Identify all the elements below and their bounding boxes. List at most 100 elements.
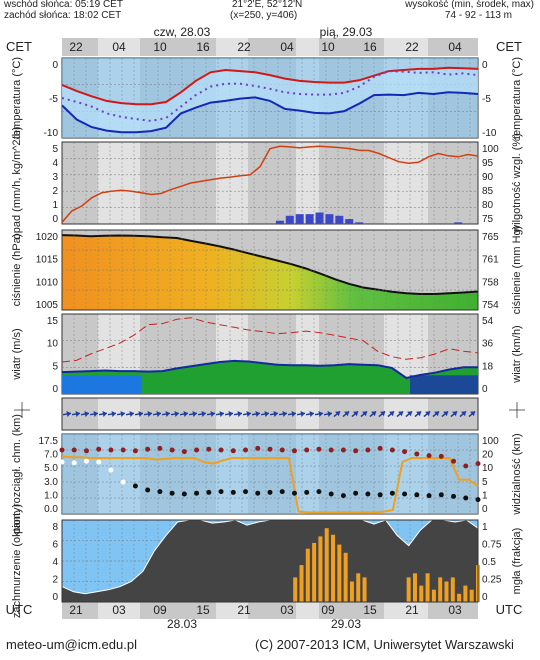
wind-arrow — [296, 411, 306, 417]
wind-speed-line — [61, 359, 478, 380]
top-axis-band — [98, 38, 140, 56]
fog-bar — [305, 548, 310, 602]
precip-bar — [275, 220, 284, 224]
right-tick-label: 18 — [482, 361, 494, 372]
coordinates-label: 21°2'E, 52°12'N — [232, 0, 303, 10]
wind-arrow — [179, 411, 189, 417]
right-tick-label: 10 — [482, 463, 494, 474]
precip-bar — [285, 215, 294, 224]
cloud-top-point — [194, 447, 200, 453]
wind-arrow-head — [425, 411, 431, 417]
right-tick-label: 758 — [482, 277, 499, 288]
wind-low-area — [62, 375, 142, 394]
wind-arrow — [305, 411, 315, 417]
fog-bar — [419, 585, 424, 602]
right-axis-title: wilgotność wzgl. (%) — [511, 133, 523, 234]
cloud-top-point — [328, 447, 334, 453]
left-tick-label: 0 — [52, 592, 58, 603]
left-tick-label: 1 — [52, 200, 58, 211]
right-tick-label: 36 — [482, 339, 494, 350]
sunrise-label: wschód słońca: 05:19 CET — [4, 0, 123, 10]
wind-arrow-head — [75, 411, 80, 417]
cloud-base-point — [475, 497, 481, 503]
left-tick-label: 8 — [52, 522, 58, 533]
wind-arrow-head — [452, 411, 458, 417]
cloud-top-point — [206, 446, 212, 452]
wind-arrow — [396, 410, 404, 418]
cloud-base-point — [120, 479, 126, 485]
pressure-line — [61, 234, 479, 295]
wind-arrow-head — [147, 411, 152, 417]
right-tick-label: 0 — [482, 384, 488, 395]
wind-arrow-head — [470, 411, 476, 417]
right-tick-label: 85 — [482, 186, 494, 197]
wind-arrow — [323, 411, 333, 417]
precip-bar — [454, 222, 463, 224]
left-tick-label: 15 — [47, 316, 59, 327]
cloud-top-point — [243, 447, 249, 453]
fog-bar — [312, 542, 317, 602]
left-utc-label: UTC — [6, 602, 33, 617]
wind-arrow — [260, 411, 270, 417]
fog-bar — [331, 534, 336, 602]
wind-arrow — [206, 411, 216, 417]
wind-arrow — [360, 410, 368, 418]
cloud-top-point — [291, 448, 297, 454]
left-tick-label: 2 — [52, 575, 58, 586]
precip-bar — [355, 222, 364, 224]
bottom-axis-band — [248, 601, 296, 619]
cloud-base-point — [389, 490, 395, 496]
right-tick-label: 754 — [482, 300, 499, 311]
wind-arrow — [89, 411, 99, 417]
left-tick-label: 6 — [52, 540, 58, 551]
cloud-top-point — [181, 449, 187, 455]
top-hour-label: 04 — [112, 40, 126, 54]
right-tick-label: 5 — [482, 477, 488, 488]
wind-arrow-head — [300, 411, 305, 417]
right-tick-label: 0.25 — [482, 575, 502, 586]
wind-arrow — [215, 411, 225, 417]
wind-arrow — [188, 411, 198, 417]
cloud-base-point — [255, 490, 261, 496]
cloud-base-point — [279, 489, 285, 495]
wind-arrow-head — [156, 411, 161, 417]
wind-arrow — [287, 411, 297, 417]
right-tick-label: -10 — [482, 128, 497, 139]
left-axis-title: pion. rozciągł. chm. (km) — [11, 414, 23, 534]
cloud-top-point — [463, 463, 469, 469]
cloud-top-point — [71, 447, 77, 453]
left-tick-label: 0 — [52, 214, 58, 225]
left-tick-label: 10 — [47, 339, 59, 350]
wind-arrow-head — [111, 411, 116, 417]
copyright-label: (C) 2007-2013 ICM, Uniwersytet Warszawsk… — [255, 637, 514, 652]
left-tick-label: 3 — [52, 172, 58, 183]
panel-frame — [61, 141, 479, 225]
wind-arrow — [314, 411, 324, 417]
top-axis-band — [384, 38, 428, 56]
wind-arrow — [351, 410, 359, 418]
cloud-top-point — [377, 445, 383, 451]
left-tick-label: 1015 — [36, 255, 59, 266]
wind-arrow-head — [228, 411, 233, 417]
cloud-top-point — [475, 461, 481, 467]
bottom-hour-label: 21 — [405, 603, 419, 617]
left-tz-label: CET — [6, 39, 32, 54]
top-axis-band — [62, 38, 98, 56]
wind-arrow-head — [371, 411, 377, 417]
wind-arrow-head — [416, 411, 422, 417]
bottom-hour-label: 21 — [69, 603, 83, 617]
precip-bar — [315, 212, 324, 224]
right-tick-label: 761 — [482, 255, 499, 266]
cloud-top-point — [365, 447, 371, 453]
perceived-temperature-line — [61, 70, 479, 122]
right-tick-label: 80 — [482, 200, 494, 211]
right-axis-title: wiatr (km/h) — [511, 325, 523, 383]
left-tick-label: 0 — [52, 60, 58, 71]
contact-email[interactable]: meteo-um@icm.edu.pl — [6, 637, 137, 652]
left-tick-label: 1020 — [36, 232, 59, 243]
fog-bar — [299, 565, 304, 602]
fog-bar — [362, 577, 367, 602]
bottom-axis-band — [216, 601, 248, 619]
bottom-hour-label: 03 — [448, 603, 462, 617]
cloud-top-point — [108, 447, 114, 453]
